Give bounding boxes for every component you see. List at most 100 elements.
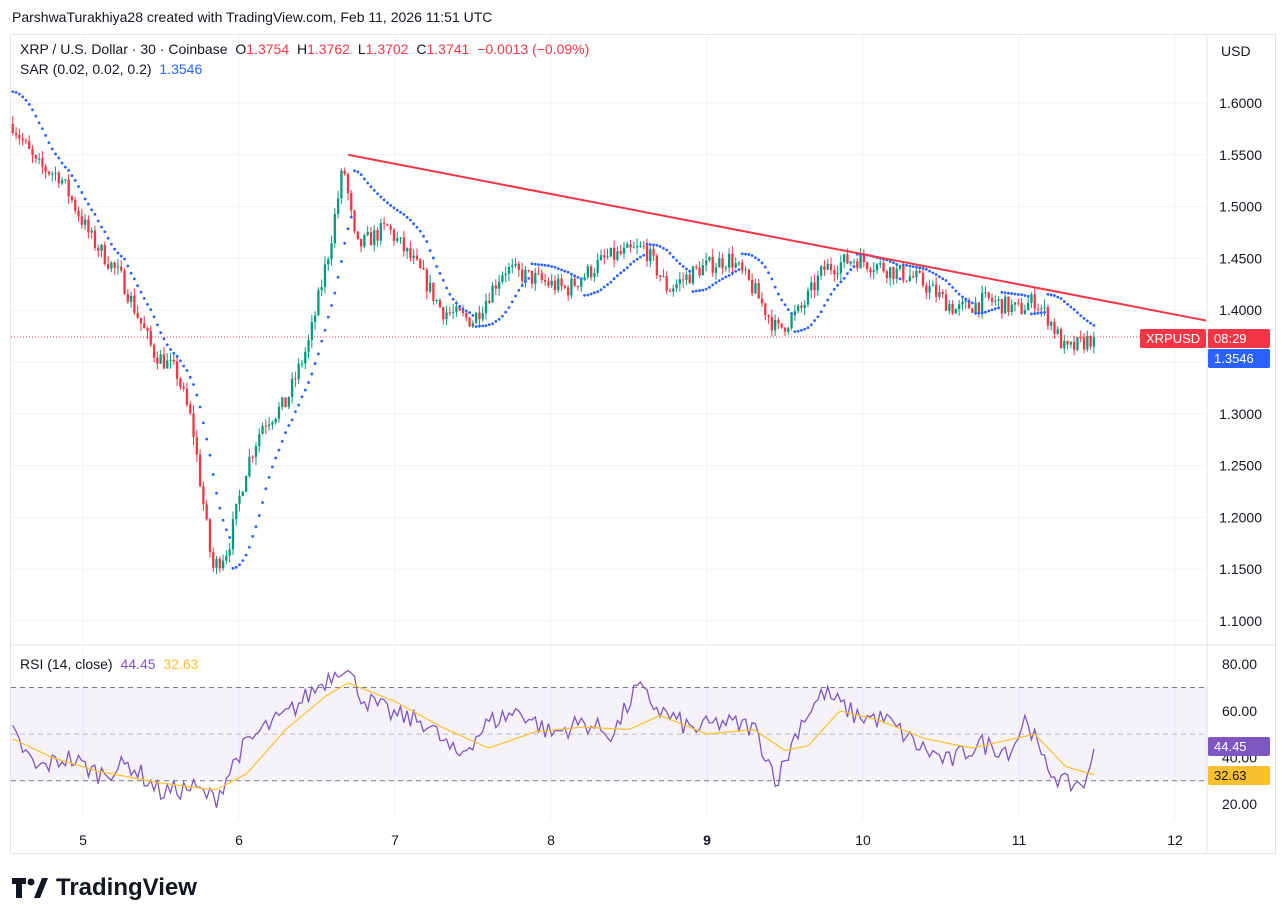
candle-body — [672, 288, 675, 292]
sar-dot — [547, 264, 550, 268]
y-tick-label: 1.2000 — [1219, 509, 1262, 525]
candle-body — [1079, 337, 1082, 339]
candle-body — [1069, 342, 1073, 345]
price-legend: XRP / U.S. Dollar · 30 · Coinbase O1.375… — [20, 41, 597, 57]
candle-body — [816, 275, 820, 291]
sar-dot — [142, 296, 146, 300]
sar-dot — [497, 317, 501, 321]
sar-dot — [918, 266, 922, 270]
rsi-ma-value: 32.63 — [163, 656, 199, 672]
candle-body — [481, 312, 484, 320]
tradingview-logo[interactable]: TradingView — [12, 874, 197, 902]
candle-body — [875, 264, 879, 271]
sar-dot — [215, 491, 218, 495]
sar-dot — [73, 179, 77, 182]
candle-body — [744, 269, 747, 271]
candle-body — [24, 140, 28, 142]
candle-body — [333, 213, 336, 244]
rsi-label[interactable]: RSI (14, close) — [20, 656, 113, 672]
sar-dot — [336, 275, 340, 279]
sar-dot — [533, 262, 537, 266]
sar-dot — [688, 269, 692, 273]
candle-body — [185, 388, 189, 405]
candle-body — [990, 297, 994, 302]
sar-dot — [152, 315, 156, 319]
sar-dot — [961, 295, 964, 299]
candle-body — [981, 292, 984, 313]
candle-body — [603, 255, 606, 258]
sar-dot — [455, 301, 458, 305]
candle-body — [221, 560, 225, 569]
candle-body — [530, 270, 534, 284]
candle-body — [695, 266, 698, 268]
sar-dot — [37, 121, 41, 125]
y-tick-label: 1.3000 — [1219, 406, 1262, 422]
candle-body — [373, 230, 376, 246]
candle-body — [793, 311, 797, 316]
sar-dot — [786, 308, 790, 312]
sar-dot — [54, 152, 57, 156]
sar-dot — [494, 320, 498, 323]
sar-dot — [293, 410, 297, 414]
candle-body — [340, 170, 343, 199]
candle-body — [954, 309, 958, 314]
candle-body — [353, 210, 356, 232]
sar-dot — [675, 259, 678, 262]
candle-body — [652, 249, 655, 256]
currency-label[interactable]: USD — [1221, 43, 1251, 59]
candle-body — [912, 276, 915, 278]
candle-body — [192, 413, 195, 438]
rsi-ma-tag: 32.63 — [1208, 766, 1270, 785]
sar-dot — [691, 290, 695, 293]
sar-dot — [247, 545, 251, 549]
candle-body — [714, 267, 718, 273]
candle-body — [343, 170, 346, 175]
candle-body — [80, 216, 83, 225]
sar-dot — [921, 266, 925, 270]
candle-body — [478, 312, 481, 320]
sar-dot — [931, 271, 935, 275]
candle-body — [212, 552, 215, 568]
sar-dot — [1030, 312, 1033, 316]
candle-body — [445, 312, 448, 320]
sar-dot — [655, 243, 659, 247]
candle-body — [1027, 302, 1030, 311]
sar-dot — [432, 256, 435, 260]
candle-body — [336, 198, 340, 214]
candle-body — [721, 258, 724, 269]
candle-body — [225, 555, 228, 561]
rsi-tick-label: 80.00 — [1222, 656, 1257, 672]
candle-body — [1086, 335, 1089, 350]
sar-dot — [192, 383, 195, 386]
candle-body — [205, 504, 208, 520]
sar-dot — [826, 298, 830, 302]
candle-body — [852, 261, 856, 263]
sar-dot — [1010, 292, 1014, 295]
candle-body — [419, 259, 422, 268]
candle-body — [488, 300, 491, 303]
sar-dot — [77, 185, 80, 188]
y-tick-label: 1.5500 — [1219, 147, 1262, 163]
sar-dot — [257, 514, 261, 517]
candle-body — [839, 262, 843, 274]
sar-dot — [218, 506, 222, 510]
sar-dot — [353, 169, 356, 173]
sar-dot — [941, 277, 945, 281]
candle-body — [658, 275, 662, 277]
candle-body — [363, 235, 366, 247]
sar-label[interactable]: SAR (0.02, 0.02, 0.2) — [20, 61, 152, 77]
candle-body — [14, 133, 18, 135]
candle-body — [369, 231, 373, 246]
candle-body — [616, 251, 619, 260]
candle-body — [159, 354, 162, 364]
sar-dot — [842, 276, 846, 280]
sar-dot — [924, 267, 928, 271]
sar-dot — [60, 161, 64, 165]
candle-body — [258, 433, 261, 447]
sar-dot — [346, 227, 350, 231]
candle-body — [678, 279, 681, 284]
sar-dot — [895, 262, 899, 266]
candle-body — [599, 255, 603, 260]
symbol-label[interactable]: XRP / U.S. Dollar · 30 · Coinbase — [20, 41, 228, 57]
